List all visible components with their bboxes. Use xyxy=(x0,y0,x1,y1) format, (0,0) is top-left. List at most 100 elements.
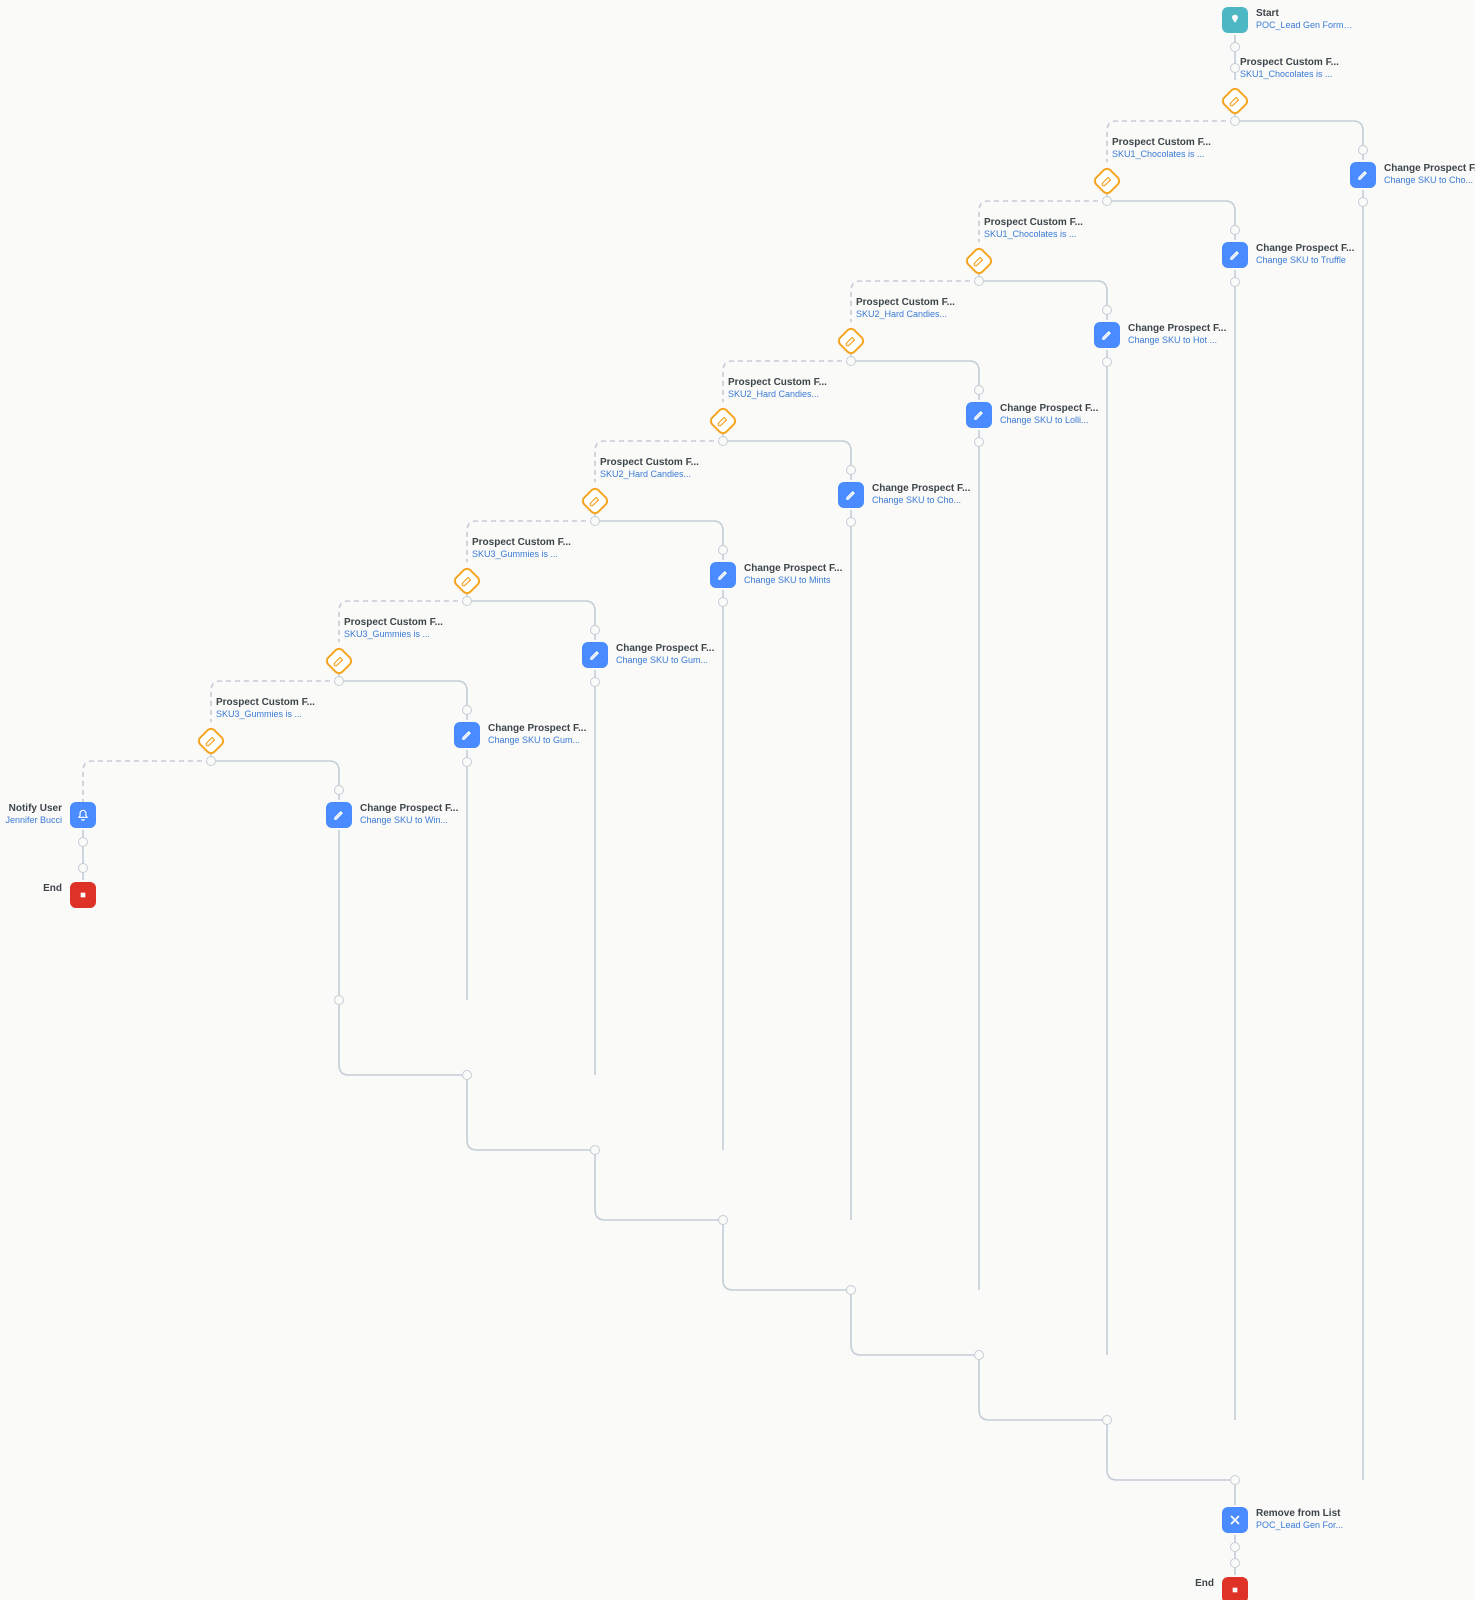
connector-junction xyxy=(334,676,344,686)
flow-node-r9[interactable]: Prospect Custom F...SKU3_Gummies is ... xyxy=(200,696,315,752)
flow-node-a8[interactable]: Change Prospect F...Change SKU to Gum... xyxy=(454,722,586,748)
node-title: Remove from List xyxy=(1256,1508,1343,1520)
node-title: Prospect Custom F... xyxy=(728,377,827,389)
node-labels: Change Prospect F...Change SKU to Gum... xyxy=(616,642,714,666)
connector-junction xyxy=(334,785,344,795)
flow-node-r2[interactable]: Prospect Custom F...SKU1_Chocolates is .… xyxy=(1096,136,1211,192)
connector-junction xyxy=(974,276,984,286)
node-subtitle: SKU2_Hard Candies... xyxy=(728,389,827,400)
node-labels: Prospect Custom F...SKU2_Hard Candies... xyxy=(856,296,955,320)
connector-junction xyxy=(846,517,856,527)
connector-junction xyxy=(1230,1475,1240,1485)
flow-node-start[interactable]: StartPOC_Lead Gen Form_... xyxy=(1222,7,1356,33)
flow-node-a5[interactable]: Change Prospect F...Change SKU to Cho... xyxy=(838,482,970,508)
connector-junction xyxy=(846,356,856,366)
node-labels: Prospect Custom F...SKU2_Hard Candies... xyxy=(728,376,827,400)
flow-node-a6[interactable]: Change Prospect F...Change SKU to Mints xyxy=(710,562,842,588)
node-subtitle: Jennifer Bucci xyxy=(5,815,62,826)
node-labels: Prospect Custom F...SKU1_Chocolates is .… xyxy=(1240,56,1339,80)
node-title: Prospect Custom F... xyxy=(856,297,955,309)
rule-icon xyxy=(835,325,866,356)
node-subtitle: SKU2_Hard Candies... xyxy=(856,309,955,320)
connector-junction xyxy=(78,837,88,847)
connector-junction xyxy=(1230,1558,1240,1568)
connector-junction xyxy=(846,1285,856,1295)
flow-node-a2[interactable]: Change Prospect F...Change SKU to Truffl… xyxy=(1222,242,1354,268)
node-labels: Prospect Custom F...SKU1_Chocolates is .… xyxy=(1112,136,1211,160)
connector-junction xyxy=(590,625,600,635)
rule-icon xyxy=(1091,165,1122,196)
flow-node-remove[interactable]: Remove from ListPOC_Lead Gen For... xyxy=(1222,1507,1343,1533)
node-subtitle: Change SKU to Cho... xyxy=(1384,175,1475,186)
connector-junction xyxy=(1358,197,1368,207)
node-title: Prospect Custom F... xyxy=(600,457,699,469)
connector-junction xyxy=(1230,277,1240,287)
end-icon xyxy=(70,882,96,908)
flow-node-r7[interactable]: Prospect Custom F...SKU3_Gummies is ... xyxy=(456,536,571,592)
node-title: Prospect Custom F... xyxy=(1240,57,1339,69)
node-title: Change Prospect F... xyxy=(872,483,970,495)
remove-icon xyxy=(1222,1507,1248,1533)
node-subtitle: Change SKU to Cho... xyxy=(872,495,970,506)
connector-junction xyxy=(974,385,984,395)
connector-junction xyxy=(206,756,216,766)
connector-junction xyxy=(462,1070,472,1080)
node-labels: StartPOC_Lead Gen Form_... xyxy=(1256,7,1356,31)
notify-icon xyxy=(70,802,96,828)
connector-junction xyxy=(590,1145,600,1155)
node-subtitle: Change SKU to Gum... xyxy=(616,655,714,666)
node-subtitle: SKU3_Gummies is ... xyxy=(216,709,315,720)
node-title: Change Prospect F... xyxy=(744,563,842,575)
connector-junction xyxy=(1230,116,1240,126)
connector-junction xyxy=(334,995,344,1005)
connector-junction xyxy=(1102,196,1112,206)
flow-node-a1[interactable]: Change Prospect F...Change SKU to Cho... xyxy=(1350,162,1475,188)
node-title: Prospect Custom F... xyxy=(216,697,315,709)
node-labels: Prospect Custom F...SKU3_Gummies is ... xyxy=(344,616,443,640)
rule-icon xyxy=(707,405,738,436)
node-subtitle: SKU2_Hard Candies... xyxy=(600,469,699,480)
node-title: End xyxy=(1195,1578,1214,1590)
node-title: Notify User xyxy=(5,803,62,815)
node-labels: Change Prospect F...Change SKU to Cho... xyxy=(1384,162,1475,186)
connector-junction xyxy=(718,545,728,555)
node-labels: Change Prospect F...Change SKU to Cho... xyxy=(872,482,970,506)
node-title: Change Prospect F... xyxy=(360,803,458,815)
node-title: Change Prospect F... xyxy=(1128,323,1226,335)
node-subtitle: SKU1_Chocolates is ... xyxy=(984,229,1083,240)
flow-node-r8[interactable]: Prospect Custom F...SKU3_Gummies is ... xyxy=(328,616,443,672)
node-labels: Change Prospect F...Change SKU to Truffl… xyxy=(1256,242,1354,266)
start-icon xyxy=(1222,7,1248,33)
flow-node-a4[interactable]: Change Prospect F...Change SKU to Lolli.… xyxy=(966,402,1098,428)
action-icon xyxy=(1222,242,1248,268)
flow-node-r1[interactable]: Prospect Custom F...SKU1_Chocolates is .… xyxy=(1224,56,1339,112)
flow-node-a9[interactable]: Change Prospect F...Change SKU to Win... xyxy=(326,802,458,828)
connector-junction xyxy=(718,597,728,607)
connector-junction xyxy=(590,516,600,526)
node-subtitle: Change SKU to Win... xyxy=(360,815,458,826)
flow-node-r5[interactable]: Prospect Custom F...SKU2_Hard Candies... xyxy=(712,376,827,432)
connector-junction xyxy=(462,596,472,606)
action-icon xyxy=(326,802,352,828)
flow-node-end1[interactable]: End xyxy=(0,882,96,908)
flow-node-r6[interactable]: Prospect Custom F...SKU2_Hard Candies... xyxy=(584,456,699,512)
connector-junction xyxy=(1230,42,1240,52)
flow-node-r3[interactable]: Prospect Custom F...SKU1_Chocolates is .… xyxy=(968,216,1083,272)
node-title: Change Prospect F... xyxy=(1256,243,1354,255)
connector-junction xyxy=(78,863,88,873)
flow-node-a7[interactable]: Change Prospect F...Change SKU to Gum... xyxy=(582,642,714,668)
node-labels: Prospect Custom F...SKU1_Chocolates is .… xyxy=(984,216,1083,240)
flow-node-notify[interactable]: Notify UserJennifer Bucci xyxy=(0,802,96,828)
connector-junction xyxy=(974,437,984,447)
flow-node-end2[interactable]: End xyxy=(0,1577,1248,1600)
node-title: Prospect Custom F... xyxy=(984,217,1083,229)
connector-junction xyxy=(1102,305,1112,315)
connector-junction xyxy=(974,1350,984,1360)
flow-node-a3[interactable]: Change Prospect F...Change SKU to Hot ..… xyxy=(1094,322,1226,348)
node-subtitle: Change SKU to Mints xyxy=(744,575,842,586)
node-labels: End xyxy=(43,882,62,895)
connector-junction xyxy=(1358,145,1368,155)
flow-node-r4[interactable]: Prospect Custom F...SKU2_Hard Candies... xyxy=(840,296,955,352)
node-subtitle: POC_Lead Gen Form_... xyxy=(1256,20,1356,31)
connector-junction xyxy=(462,705,472,715)
